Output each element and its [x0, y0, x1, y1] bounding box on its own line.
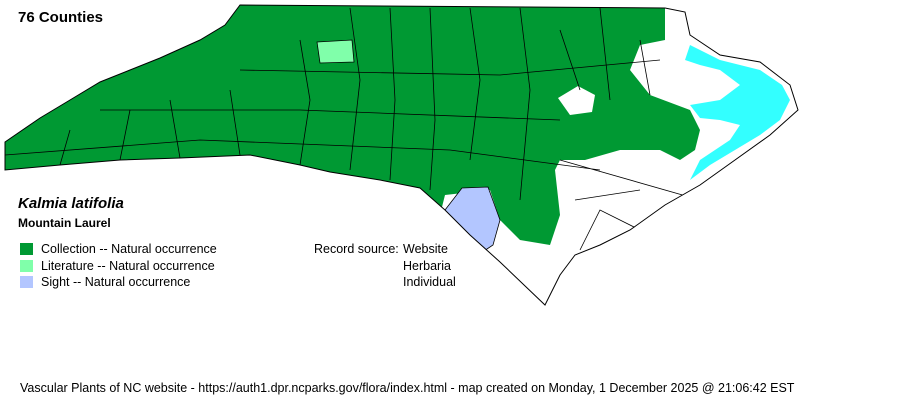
record-source-herbaria: Herbaria: [403, 259, 451, 273]
legend-label: Literature -- Natural occurrence: [41, 259, 215, 273]
unrecorded-county-interior: [558, 86, 595, 115]
county-count: 76 Counties: [18, 9, 104, 26]
sound-water: [685, 45, 790, 180]
scientific-name: Kalmia latifolia: [18, 195, 124, 212]
footer-credit: Vascular Plants of NC website - https://…: [20, 381, 795, 395]
record-source-individual: Individual: [403, 275, 456, 289]
legend-label: Collection -- Natural occurrence: [41, 242, 217, 256]
legend-item-literature: Literature -- Natural occurrence: [20, 259, 215, 273]
legend-item-sight: Sight -- Natural occurrence: [20, 275, 190, 289]
state-outline: [4, 4, 799, 306]
literature-county: [316, 39, 355, 64]
literature-swatch: [20, 260, 33, 272]
record-source-label: Record source:: [314, 242, 399, 256]
county-lines: [5, 7, 701, 251]
collection-swatch: [20, 243, 33, 255]
sight-swatch: [20, 276, 33, 288]
legend-item-collection: Collection -- Natural occurrence: [20, 242, 217, 256]
record-source-website: Website: [403, 242, 448, 256]
common-name: Mountain Laurel: [18, 216, 111, 230]
legend-label: Sight -- Natural occurrence: [41, 275, 191, 289]
